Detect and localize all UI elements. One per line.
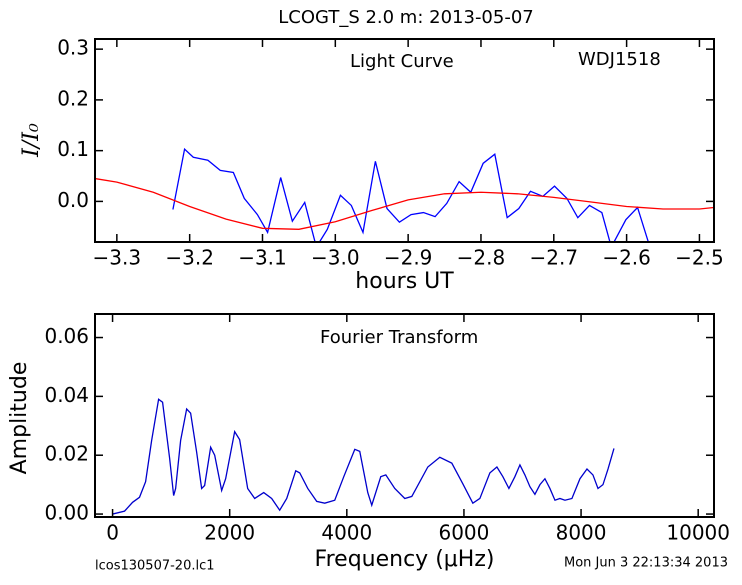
- x-tick-label: 0: [106, 521, 119, 545]
- y-tick-label: 0.0: [57, 188, 89, 212]
- x-tick-label: −2.9: [384, 246, 433, 270]
- x-axis-label: Frequency (μHz): [315, 547, 495, 572]
- y-tick-label: 0.1: [57, 137, 89, 161]
- panel-title: Fourier Transform: [320, 327, 478, 348]
- x-tick-label: −2.8: [457, 246, 506, 270]
- x-tick-label: 8000: [556, 521, 607, 545]
- x-tick-label: −2.5: [675, 246, 724, 270]
- target-name: WDJ1518: [578, 49, 661, 70]
- axes-frame: [94, 313, 715, 518]
- x-tick-label: −2.7: [529, 246, 578, 270]
- figure-title: LCOGT_S 2.0 m: 2013-05-07: [278, 7, 534, 28]
- y-axis-label: Amplitude: [7, 362, 32, 475]
- x-axis-label: hours UT: [355, 269, 454, 294]
- series-line: [112, 398, 615, 515]
- y-axis-label: I/I₀: [19, 123, 44, 158]
- x-tick-label: −3.2: [165, 246, 214, 270]
- x-tick-label: 6000: [438, 521, 489, 545]
- x-tick-label: −2.6: [602, 246, 651, 270]
- y-tick-label: 0.00: [44, 501, 89, 525]
- y-tick-label: 0.3: [57, 36, 89, 60]
- file-name: lcos130507-20.lc1: [95, 559, 215, 574]
- y-tick-label: 0.02: [44, 442, 89, 466]
- y-tick-label: 0.06: [44, 324, 89, 348]
- x-tick-label: 10000: [666, 521, 730, 545]
- x-tick-label: −3.1: [238, 246, 287, 270]
- series-line: [95, 177, 714, 230]
- series-line: [172, 147, 650, 242]
- x-tick-label: −3.0: [311, 246, 360, 270]
- x-tick-label: −3.3: [93, 246, 142, 270]
- axes-frame: [94, 38, 715, 243]
- timestamp: Mon Jun 3 22:13:34 2013: [564, 556, 728, 571]
- y-tick-label: 0.2: [57, 86, 89, 110]
- y-tick-label: 0.04: [44, 383, 89, 407]
- x-tick-label: 2000: [204, 521, 255, 545]
- x-tick-label: 4000: [321, 521, 372, 545]
- panel-title: Light Curve: [350, 51, 454, 72]
